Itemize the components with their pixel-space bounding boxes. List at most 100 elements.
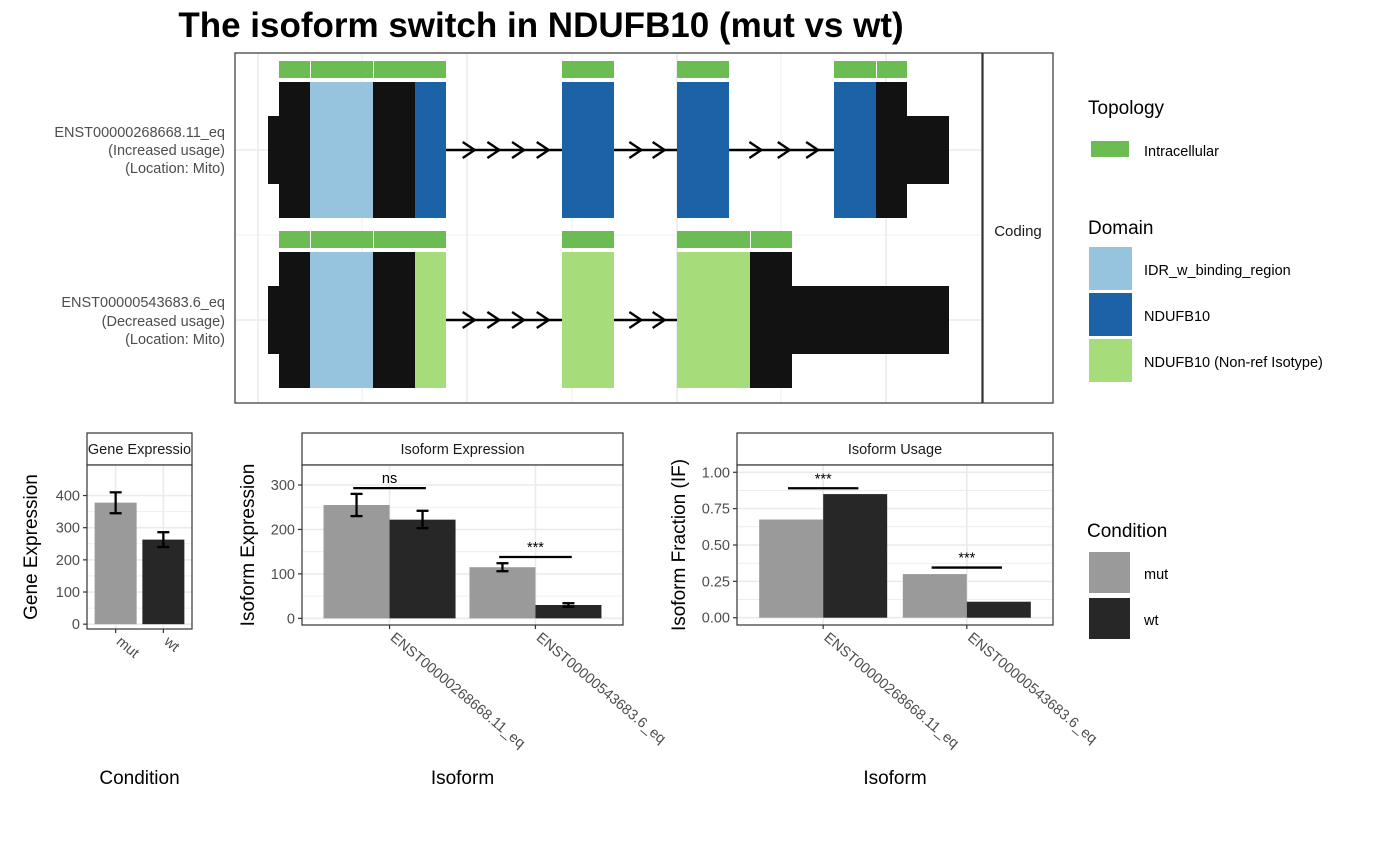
utr-start: [268, 286, 279, 354]
y-tick-label: 300: [56, 521, 80, 537]
isoform-label-1-location: (Location: Mito): [125, 161, 225, 177]
topology-legend: Topology Intracellular: [1088, 98, 1219, 160]
legend-label-intracellular: Intracellular: [1144, 144, 1219, 160]
x-tick-label: wt: [160, 633, 182, 655]
legend-key-intracellular: [1091, 141, 1129, 157]
facet-strip-label: Gene Expressio: [88, 442, 191, 458]
y-tick-label: 0.50: [702, 538, 730, 554]
significance-label: ***: [958, 551, 975, 567]
exon-segment: [876, 82, 907, 218]
domain-legend: Domain IDR_w_binding_region NDUFB10 NDUF…: [1088, 218, 1323, 382]
intracellular-topology-bar: [279, 61, 310, 78]
isoform-label-2-location: (Location: Mito): [125, 332, 225, 348]
x-tick-label: mut: [113, 634, 142, 662]
y-tick-label: 200: [271, 522, 295, 538]
legend-key-wt: [1089, 598, 1130, 639]
significance-label: ns: [382, 471, 397, 487]
facet-strip-label: Isoform Expression: [400, 442, 524, 458]
isoform-structure-panel: Coding ENST00000268668.11_eq (Increased …: [54, 52, 1054, 404]
isoform-label-2-usage: (Decreased usage): [102, 314, 225, 330]
bar-mut: [94, 502, 137, 625]
utr-end: [907, 116, 949, 184]
y-axis-title: Isoform Fraction (IF): [669, 459, 690, 631]
ndufb10-domain: [834, 82, 876, 218]
legend-label-idr: IDR_w_binding_region: [1144, 263, 1291, 279]
x-axis-title: Condition: [99, 768, 179, 789]
intracellular-topology-bar: [562, 61, 614, 78]
y-tick-label: 200: [56, 553, 80, 569]
ndufb10-nonref-domain: [415, 252, 446, 388]
legend-key-idr: [1089, 247, 1132, 290]
intron-direction-arrow: [462, 311, 477, 329]
isoform-label-2: ENST00000543683.6_eq (Decreased usage) (…: [61, 295, 225, 348]
plot-panel-border: [86, 464, 193, 630]
condition-legend-title: Condition: [1087, 521, 1167, 542]
plot-panel-border: [301, 464, 624, 626]
facet-strip: [736, 432, 1054, 466]
intron-direction-arrow: [536, 141, 551, 159]
y-tick-label: 0.75: [702, 502, 730, 518]
x-tick-label: ENST00000268668.11_eq: [387, 630, 528, 752]
intracellular-topology-bar: [311, 61, 373, 78]
legend-label-ndufb10-nonref: NDUFB10 (Non-ref Isotype): [1144, 355, 1323, 371]
y-tick-label: 0.25: [702, 574, 730, 590]
bar-wt: [142, 539, 185, 625]
isoform-label-1-usage: (Increased usage): [108, 143, 225, 159]
y-tick-label: 0: [72, 617, 80, 633]
bar-wt: [966, 601, 1031, 618]
topology-legend-title: Topology: [1088, 98, 1165, 119]
y-tick-label: 300: [271, 478, 295, 494]
legend-label-wt: wt: [1143, 613, 1159, 629]
isoform-expression-chart: Isoform Expressionns***0100200300ENST000…: [238, 432, 669, 789]
significance-label: ***: [527, 540, 544, 556]
bar-wt: [823, 494, 888, 618]
intron-direction-arrow: [511, 311, 527, 329]
ndufb10-domain: [415, 82, 446, 218]
bar-mut: [902, 574, 967, 618]
intracellular-topology-bar: [562, 231, 614, 248]
isoform-label-1: ENST00000268668.11_eq (Increased usage) …: [54, 125, 225, 177]
legend-key-ndufb10-nonref: [1089, 339, 1132, 382]
intracellular-topology-bar: [374, 61, 446, 78]
exon-segment: [373, 82, 415, 218]
exon-segment: [373, 252, 415, 388]
y-tick-label: 100: [271, 567, 295, 583]
isoform-label-2-id: ENST00000543683.6_eq: [61, 295, 225, 311]
x-tick-label: ENST00000268668.11_eq: [821, 630, 962, 752]
facet-strip-label: Isoform Usage: [848, 442, 942, 458]
y-tick-label: 1.00: [702, 465, 730, 481]
facet-strip: [301, 432, 624, 466]
bar-mut: [469, 567, 536, 619]
intron-direction-arrow: [652, 311, 667, 329]
utr-end: [792, 286, 949, 354]
bar-mut: [323, 505, 390, 619]
intracellular-topology-bar: [311, 231, 373, 248]
legend-label-mut: mut: [1144, 567, 1168, 583]
intracellular-topology-bar: [677, 61, 729, 78]
legend-label-ndufb10: NDUFB10: [1144, 309, 1210, 325]
isoform-usage-chart: Isoform Usage *** *** 0.00 0.25 0.50 0.75 1.00 E…: [669, 432, 1100, 789]
intron-direction-arrow: [486, 311, 502, 329]
intracellular-topology-bar: [374, 231, 446, 248]
bar-wt: [535, 605, 602, 619]
exon-segment: [750, 252, 792, 388]
bar-wt: [389, 519, 456, 619]
isoform-structure-1: [268, 61, 949, 218]
intracellular-topology-bar: [751, 231, 792, 248]
ndufb10-nonref-domain: [677, 252, 750, 388]
y-axis-title: Gene Expression: [21, 474, 42, 620]
intron-direction-arrow: [652, 141, 667, 159]
intron-direction-arrow: [628, 311, 644, 329]
y-axis-title: Isoform Expression: [238, 464, 259, 627]
figure-title: The isoform switch in NDUFB10 (mut vs wt…: [178, 6, 903, 45]
intron-direction-arrow: [748, 141, 764, 159]
significance-label: ***: [815, 471, 832, 487]
intron-direction-arrow: [805, 141, 821, 159]
intron-direction-arrow: [462, 141, 477, 159]
intron-direction-arrow: [777, 141, 792, 159]
x-tick-label: ENST00000543683.6_eq: [533, 630, 669, 747]
intracellular-topology-bar: [834, 61, 876, 78]
intron-direction-arrow: [486, 141, 502, 159]
coding-strip-label: Coding: [994, 223, 1042, 240]
